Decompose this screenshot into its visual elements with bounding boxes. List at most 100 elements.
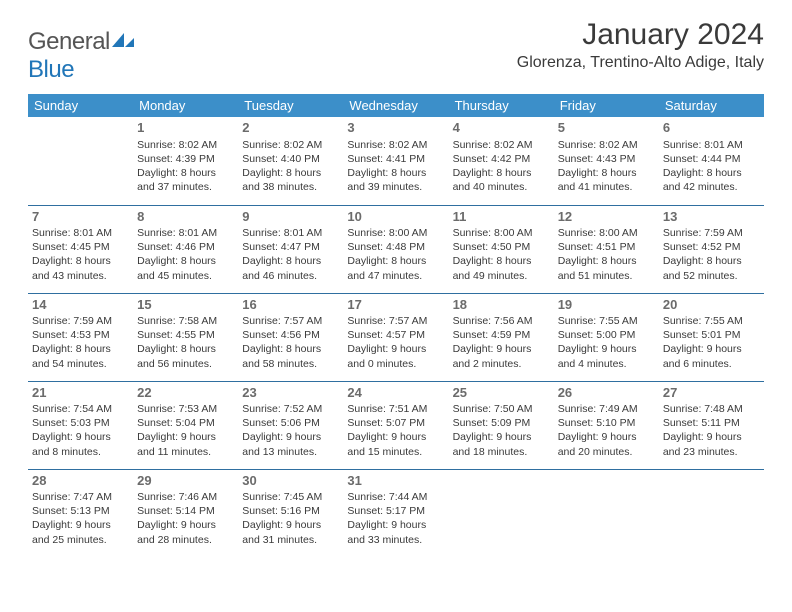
calendar-cell: 22Sunrise: 7:53 AMSunset: 5:04 PMDayligh… [133,381,238,469]
daylight-line: Daylight: 8 hours [663,254,760,268]
sunset-line: Sunset: 4:44 PM [663,152,760,166]
daylight-line: and 25 minutes. [32,533,129,547]
day-number: 17 [347,296,444,314]
calendar-cell: 5Sunrise: 8:02 AMSunset: 4:43 PMDaylight… [554,117,659,205]
sunset-line: Sunset: 4:48 PM [347,240,444,254]
daylight-line: Daylight: 9 hours [242,518,339,532]
calendar-cell: 12Sunrise: 8:00 AMSunset: 4:51 PMDayligh… [554,205,659,293]
daylight-line: and 46 minutes. [242,269,339,283]
sunset-line: Sunset: 4:55 PM [137,328,234,342]
sunrise-line: Sunrise: 7:47 AM [32,490,129,504]
daylight-line: and 51 minutes. [558,269,655,283]
calendar-cell: 8Sunrise: 8:01 AMSunset: 4:46 PMDaylight… [133,205,238,293]
daylight-line: Daylight: 8 hours [453,166,550,180]
sunrise-line: Sunrise: 7:54 AM [32,402,129,416]
daylight-line: and 8 minutes. [32,445,129,459]
sunrise-line: Sunrise: 8:00 AM [453,226,550,240]
page-title: January 2024 [517,18,764,52]
calendar-week: 7 Sunrise: 8:01 AM Sunset: 4:45 PM Daylight… [28,205,764,293]
logo-word1: General [28,28,110,55]
sunrise-line: Sunrise: 7:55 AM [663,314,760,328]
day-number: 2 [242,119,339,137]
sunrise-line: Sunrise: 8:00 AM [558,226,655,240]
daylight-line: Daylight: 9 hours [347,430,444,444]
sunset-line: Sunset: 4:56 PM [242,328,339,342]
location-subtitle: Glorenza, Trentino-Alto Adige, Italy [517,54,764,72]
sunset-line: Sunset: 4:59 PM [453,328,550,342]
daylight-line: Daylight: 9 hours [32,430,129,444]
daylight-line: Daylight: 9 hours [663,342,760,356]
daylight-line: and 45 minutes. [137,269,234,283]
calendar-cell: 29Sunrise: 7:46 AMSunset: 5:14 PMDayligh… [133,469,238,557]
daylight-line: Daylight: 9 hours [347,518,444,532]
daylight-line: Daylight: 9 hours [663,430,760,444]
day-number: 18 [453,296,550,314]
sunset-line: Sunset: 5:13 PM [32,504,129,518]
daylight-line: and 33 minutes. [347,533,444,547]
day-number: 26 [558,384,655,402]
sunrise-line: Sunrise: 8:02 AM [137,138,234,152]
day-number: 10 [347,208,444,226]
daylight-line: Daylight: 8 hours [663,166,760,180]
daylight-line: and 38 minutes. [242,180,339,194]
sunrise-line: Sunrise: 7:53 AM [137,402,234,416]
sunrise-line: Sunrise: 8:01 AM [137,226,234,240]
sunrise-line: Sunrise: 7:56 AM [453,314,550,328]
sunset-line: Sunset: 4:39 PM [137,152,234,166]
calendar-body: 1Sunrise: 8:02 AMSunset: 4:39 PMDaylight… [28,117,764,557]
daylight-line: and 23 minutes. [663,445,760,459]
daylight-line: Daylight: 8 hours [137,166,234,180]
sunset-line: Sunset: 4:47 PM [242,240,339,254]
day-number: 6 [663,119,760,137]
calendar-cell: 21Sunrise: 7:54 AMSunset: 5:03 PMDayligh… [28,381,133,469]
calendar-cell: 18Sunrise: 7:56 AMSunset: 4:59 PMDayligh… [449,293,554,381]
daylight-line: and 42 minutes. [663,180,760,194]
sunrise-line: Sunrise: 8:02 AM [558,138,655,152]
day-number: 12 [558,208,655,226]
dayheader-sun: Sunday [28,94,133,117]
sunrise-line: Sunrise: 7:49 AM [558,402,655,416]
day-header-row: Sunday Monday Tuesday Wednesday Thursday… [28,94,764,117]
title-block: January 2024 Glorenza, Trentino-Alto Adi… [517,18,764,72]
day-number: 25 [453,384,550,402]
day-number: 13 [663,208,760,226]
sunrise-line: Sunrise: 7:51 AM [347,402,444,416]
daylight-line: and 28 minutes. [137,533,234,547]
calendar-cell: 20Sunrise: 7:55 AMSunset: 5:01 PMDayligh… [659,293,764,381]
calendar-cell: 24Sunrise: 7:51 AMSunset: 5:07 PMDayligh… [343,381,448,469]
day-number: 28 [32,472,129,490]
sunrise-line: Sunrise: 8:01 AM [242,226,339,240]
sunset-line: Sunset: 4:57 PM [347,328,444,342]
dayheader-thu: Thursday [449,94,554,117]
sunrise-line: Sunrise: 7:58 AM [137,314,234,328]
sunset-line: Sunset: 4:45 PM [32,240,129,254]
daylight-line: Daylight: 8 hours [453,254,550,268]
day-number: 19 [558,296,655,314]
daylight-line: Daylight: 9 hours [137,430,234,444]
daylight-line: Daylight: 8 hours [347,166,444,180]
daylight-line: Daylight: 9 hours [453,430,550,444]
sunrise-line: Sunrise: 7:59 AM [32,314,129,328]
logo-word2: Blue [28,56,74,83]
sunset-line: Sunset: 5:16 PM [242,504,339,518]
daylight-line: and 37 minutes. [137,180,234,194]
sunset-line: Sunset: 4:51 PM [558,240,655,254]
sunrise-line: Sunrise: 7:50 AM [453,402,550,416]
daylight-line: and 54 minutes. [32,357,129,371]
sunset-line: Sunset: 4:43 PM [558,152,655,166]
calendar-cell: 23Sunrise: 7:52 AMSunset: 5:06 PMDayligh… [238,381,343,469]
sunrise-line: Sunrise: 7:59 AM [663,226,760,240]
calendar-cell [28,117,133,205]
calendar-cell [449,469,554,557]
sunrise-line: Sunrise: 7:57 AM [347,314,444,328]
calendar-cell [554,469,659,557]
day-number: 7 [32,208,129,226]
calendar-cell: 14Sunrise: 7:59 AMSunset: 4:53 PMDayligh… [28,293,133,381]
sunrise-line: Sunrise: 7:52 AM [242,402,339,416]
sunset-line: Sunset: 5:04 PM [137,416,234,430]
daylight-line: and 43 minutes. [32,269,129,283]
day-number: 23 [242,384,339,402]
day-number: 3 [347,119,444,137]
sunrise-line: Sunrise: 7:57 AM [242,314,339,328]
daylight-line: and 0 minutes. [347,357,444,371]
